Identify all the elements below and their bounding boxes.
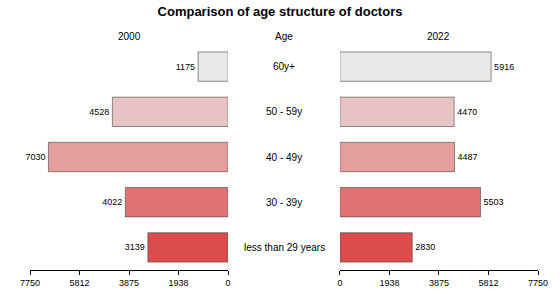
svg-text:less than 29 years: less than 29 years — [244, 242, 325, 253]
svg-text:60y+: 60y+ — [273, 61, 295, 72]
svg-text:Comparison of age structure of: Comparison of age structure of doctors — [158, 4, 403, 19]
svg-text:5503: 5503 — [484, 197, 504, 207]
svg-text:2022: 2022 — [427, 31, 450, 42]
svg-text:0: 0 — [226, 278, 231, 288]
svg-text:30 - 39y: 30 - 39y — [266, 197, 302, 208]
svg-text:5812: 5812 — [70, 278, 90, 288]
svg-text:5916: 5916 — [494, 62, 514, 72]
svg-text:2000: 2000 — [118, 31, 141, 42]
svg-text:4470: 4470 — [457, 107, 477, 117]
svg-text:4487: 4487 — [458, 152, 478, 162]
svg-text:2830: 2830 — [415, 242, 435, 252]
svg-text:3875: 3875 — [119, 278, 139, 288]
svg-text:Age: Age — [275, 31, 293, 42]
svg-text:50 - 59y: 50 - 59y — [266, 106, 302, 117]
svg-text:7750: 7750 — [20, 278, 40, 288]
svg-text:1938: 1938 — [379, 278, 399, 288]
svg-text:1938: 1938 — [169, 278, 189, 288]
svg-text:7750: 7750 — [528, 278, 548, 288]
svg-text:5812: 5812 — [478, 278, 498, 288]
svg-text:40 - 49y: 40 - 49y — [266, 152, 302, 163]
svg-text:4528: 4528 — [89, 107, 109, 117]
svg-text:0: 0 — [337, 278, 342, 288]
svg-text:1175: 1175 — [176, 62, 195, 72]
svg-text:3139: 3139 — [125, 242, 145, 252]
svg-text:3875: 3875 — [429, 278, 449, 288]
svg-text:4022: 4022 — [102, 197, 122, 207]
svg-text:7030: 7030 — [25, 152, 45, 162]
